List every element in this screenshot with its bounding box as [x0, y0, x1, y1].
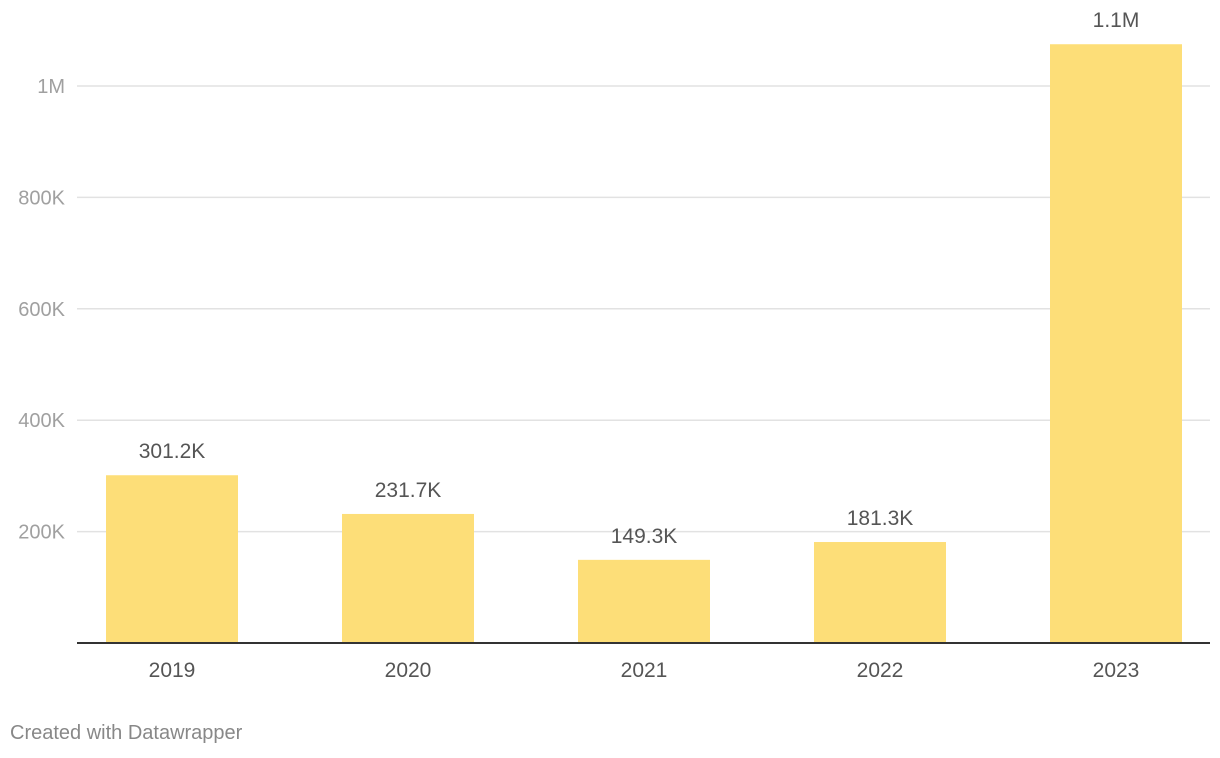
x-tick-label-2022: 2022	[857, 659, 904, 682]
y-tick-label: 400K	[18, 410, 65, 432]
bar-value-labels: 301.2K 231.7K 149.3K 181.3K 1.1M	[139, 9, 1140, 548]
x-tick-label-2019: 2019	[149, 659, 196, 682]
bar-chart: 200K 400K 600K 800K 1M 301.2K 231.7K 149.3K 181…	[18, 9, 1210, 682]
value-label-2021: 149.3K	[611, 525, 678, 548]
bar-2019	[106, 475, 238, 643]
bars	[106, 44, 1182, 644]
y-axis-tick-labels: 200K 400K 600K 800K 1M	[18, 76, 65, 544]
y-tick-label: 800K	[18, 187, 65, 209]
datawrapper-credit: Created with Datawrapper	[10, 722, 243, 744]
bar-2023	[1050, 44, 1182, 644]
bar-2020	[342, 513, 474, 643]
bar-2022	[814, 542, 946, 643]
y-tick-label: 200K	[18, 522, 65, 544]
x-tick-label-2020: 2020	[385, 659, 432, 682]
value-label-2022: 181.3K	[847, 507, 914, 530]
x-tick-label-2021: 2021	[621, 659, 668, 682]
value-label-2020: 231.7K	[375, 479, 442, 502]
x-axis-tick-labels: 2019 2020 2021 2022 2023	[149, 659, 1140, 682]
gridlines	[77, 85, 1210, 533]
bar-2021	[578, 559, 710, 643]
value-label-2019: 301.2K	[139, 440, 206, 463]
x-tick-label-2023: 2023	[1093, 659, 1140, 682]
y-tick-label: 1M	[37, 76, 65, 98]
value-label-2023: 1.1M	[1093, 9, 1140, 32]
y-tick-label: 600K	[18, 299, 65, 321]
